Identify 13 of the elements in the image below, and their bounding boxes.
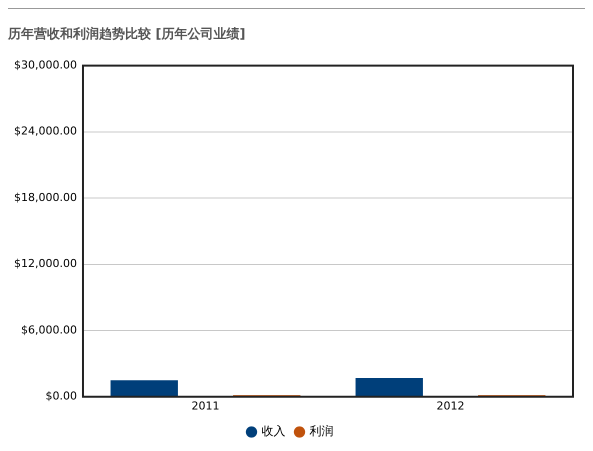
legend-label: 利润 <box>310 424 334 438</box>
bar <box>356 378 423 396</box>
y-tick-label: $0.00 <box>45 390 77 403</box>
y-tick-label: $6,000.00 <box>20 323 77 336</box>
x-tick-label: 2012 <box>436 399 464 412</box>
y-tick-label: $12,000.00 <box>14 257 77 270</box>
x-tick-label: 2011 <box>191 399 220 412</box>
legend-label: 收入 <box>262 424 286 438</box>
bar <box>110 380 178 396</box>
y-tick-label: $24,000.00 <box>14 124 77 138</box>
y-tick-label: $30,000.00 <box>14 58 77 72</box>
chart-title: 历年营收和利润趋势比较 [历年公司业绩] <box>8 8 585 53</box>
y-tick-label: $18,000.00 <box>14 190 77 204</box>
